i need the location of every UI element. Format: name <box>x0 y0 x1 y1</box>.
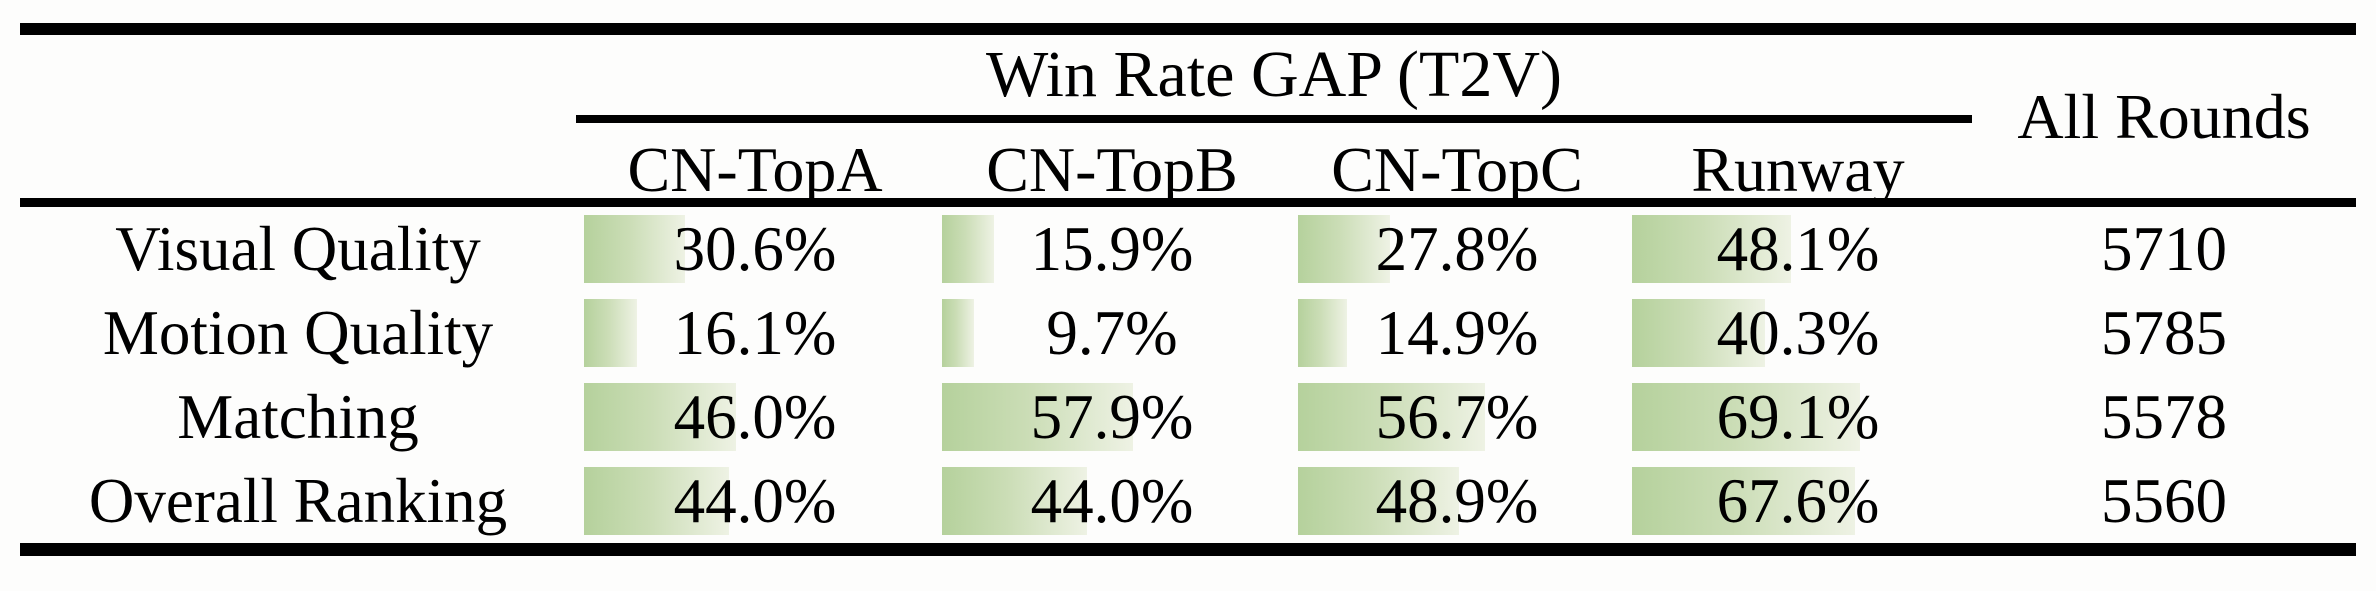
row-overall-ranking: Overall Ranking 44.0% 44.0% 48.9% 67.6% … <box>20 459 2356 543</box>
cell-motion-quality-all-rounds: 5785 <box>2101 297 2227 368</box>
header-body-rule <box>20 198 2356 207</box>
cell-overall-ranking-runway: 67.6% <box>1624 459 1972 543</box>
row-motion-quality: Motion Quality 16.1% 9.7% 14.9% 40.3% 57… <box>20 291 2356 375</box>
cell-matching-cn-topa: 46.0% <box>576 375 934 459</box>
win-rate-value: 16.1% <box>673 297 837 368</box>
win-rate-value: 15.9% <box>1030 213 1194 284</box>
header-label-spacer <box>20 35 576 198</box>
cell-visual-quality-runway: 48.1% <box>1624 207 1972 291</box>
win-rate-bar <box>1298 215 1390 283</box>
cell-motion-quality-cn-topc: 14.9% <box>1290 291 1624 375</box>
win-rate-value: 30.6% <box>673 213 837 284</box>
win-rate-bar <box>942 299 974 367</box>
cell-overall-ranking-cn-topc: 48.9% <box>1290 459 1624 543</box>
win-rate-bar <box>584 215 685 283</box>
win-rate-value: 14.9% <box>1375 297 1539 368</box>
win-rate-value: 44.0% <box>1030 465 1194 536</box>
win-rate-value: 46.0% <box>673 381 837 452</box>
top-rule <box>20 23 2356 35</box>
win-rate-value: 57.9% <box>1030 381 1194 452</box>
row-matching: Matching 46.0% 57.9% 56.7% 69.1% 5578 <box>20 375 2356 459</box>
win-rate-value: 44.0% <box>673 465 837 536</box>
row-visual-quality: Visual Quality 30.6% 15.9% 27.8% 48.1% 5… <box>20 207 2356 291</box>
win-rate-bar <box>1632 299 1765 367</box>
column-header-all-rounds: All Rounds <box>2017 80 2311 152</box>
win-rate-value: 9.7% <box>1046 297 1178 368</box>
cell-motion-quality-cn-topb: 9.7% <box>934 291 1290 375</box>
row-label: Overall Ranking <box>88 465 508 536</box>
cell-motion-quality-cn-topa: 16.1% <box>576 291 934 375</box>
cell-visual-quality-cn-topc: 27.8% <box>1290 207 1624 291</box>
win-rate-value: 67.6% <box>1716 465 1880 536</box>
column-headers: CN-TopA CN-TopB CN-TopC Runway <box>576 123 1972 205</box>
row-label: Motion Quality <box>102 297 494 368</box>
win-rate-bar <box>1298 383 1486 451</box>
win-rate-bar <box>942 383 1134 451</box>
column-header-runway: Runway <box>1691 133 1905 205</box>
win-rate-bar <box>1632 383 1861 451</box>
win-rate-gap-table: Win Rate GAP (T2V) CN-TopA CN-TopB CN-To… <box>20 23 2356 556</box>
win-rate-value: 48.9% <box>1375 465 1539 536</box>
win-rate-value: 40.3% <box>1716 297 1880 368</box>
column-header-cn-topa: CN-TopA <box>627 133 883 205</box>
row-label: Matching <box>177 381 419 452</box>
win-rate-value: 69.1% <box>1716 381 1880 452</box>
win-rate-value: 48.1% <box>1716 213 1880 284</box>
win-rate-bar <box>1632 215 1791 283</box>
cell-overall-ranking-cn-topa: 44.0% <box>576 459 934 543</box>
win-rate-bar <box>1298 299 1348 367</box>
cell-overall-ranking-cn-topb: 44.0% <box>934 459 1290 543</box>
cell-matching-runway: 69.1% <box>1624 375 1972 459</box>
win-rate-bar <box>584 467 730 535</box>
cell-matching-cn-topb: 57.9% <box>934 375 1290 459</box>
group-header-underline <box>576 115 1972 123</box>
win-rate-value: 56.7% <box>1375 381 1539 452</box>
win-rate-bar <box>1632 467 1856 535</box>
table-header: Win Rate GAP (T2V) CN-TopA CN-TopB CN-To… <box>20 35 2356 205</box>
win-rate-bar <box>942 467 1088 535</box>
cell-overall-ranking-all-rounds: 5560 <box>2101 465 2227 536</box>
cell-matching-all-rounds: 5578 <box>2101 381 2227 452</box>
win-rate-value: 27.8% <box>1375 213 1539 284</box>
cell-matching-cn-topc: 56.7% <box>1290 375 1624 459</box>
win-rate-bar <box>584 299 638 367</box>
win-rate-bar <box>584 383 736 451</box>
group-header-title: Win Rate GAP (T2V) <box>986 38 1562 111</box>
cell-visual-quality-all-rounds: 5710 <box>2101 213 2227 284</box>
bottom-rule <box>20 543 2356 556</box>
column-header-cn-topc: CN-TopC <box>1331 133 1583 205</box>
win-rate-bar <box>942 215 995 283</box>
win-rate-bar <box>1298 467 1460 535</box>
cell-motion-quality-runway: 40.3% <box>1624 291 1972 375</box>
column-header-cn-topb: CN-TopB <box>986 133 1238 205</box>
row-label: Visual Quality <box>115 213 481 284</box>
group-header-column: Win Rate GAP (T2V) CN-TopA CN-TopB CN-To… <box>576 35 1972 205</box>
cell-visual-quality-cn-topb: 15.9% <box>934 207 1290 291</box>
cell-visual-quality-cn-topa: 30.6% <box>576 207 934 291</box>
